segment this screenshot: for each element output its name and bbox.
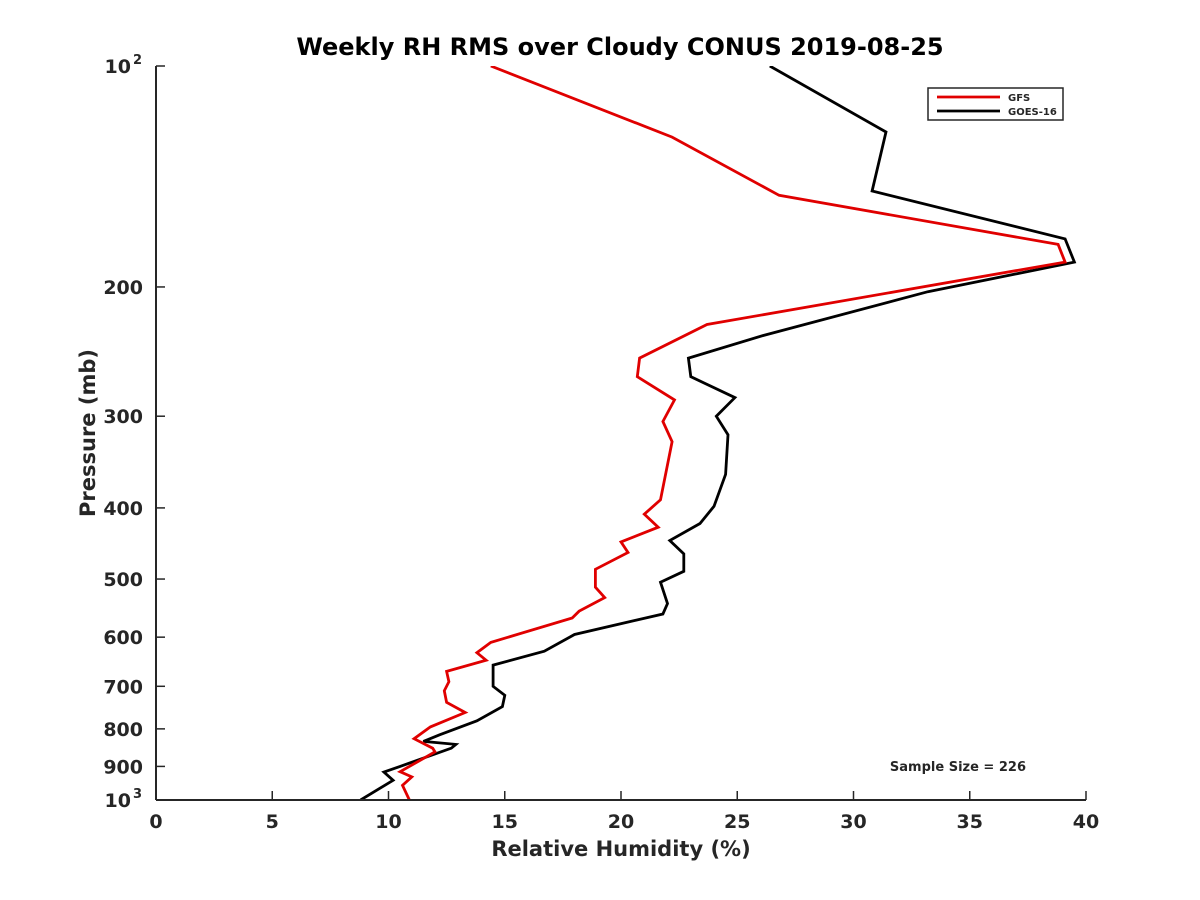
y-tick-label-exponent: 3	[133, 787, 142, 802]
y-tick-label: 400	[103, 498, 143, 520]
y-tick-label: 700	[103, 676, 143, 698]
series-layer	[359, 66, 1077, 800]
y-axis-label: Pressure (mb)	[76, 349, 100, 517]
y-tick-label: 10 2	[105, 53, 143, 78]
y-tick-label-exponent: 2	[133, 53, 142, 68]
series-line-goes-16	[359, 66, 1077, 800]
y-tick-label: 800	[103, 719, 143, 741]
y-tick-label: 200	[103, 277, 143, 299]
legend-label: GOES-16	[1008, 107, 1057, 118]
sample-size-annotation: Sample Size = 226	[890, 760, 1026, 775]
legend: GFS GOES-16	[927, 87, 1064, 121]
y-tick-label: 600	[103, 627, 143, 649]
x-tick-label: 25	[724, 811, 750, 833]
y-tick-label: 500	[103, 569, 143, 591]
y-tick-label: 10 3	[105, 787, 143, 812]
legend-label: GFS	[1008, 93, 1030, 104]
x-axis-label: Relative Humidity (%)	[491, 837, 750, 861]
x-tick-label: 15	[492, 811, 518, 833]
x-tick-label: 0	[149, 811, 162, 833]
x-tick-label: 35	[957, 811, 983, 833]
chart-title: Weekly RH RMS over Cloudy CONUS 2019-08-…	[296, 33, 943, 61]
x-axis: 0 5 10 15 20 25 30 35 40	[149, 791, 1099, 833]
series-line-gfs	[396, 66, 1068, 800]
y-tick-label: 900	[103, 756, 143, 778]
x-tick-label: 20	[608, 811, 634, 833]
legend-box	[927, 87, 1064, 121]
plot-area	[156, 66, 1086, 800]
x-tick-label: 40	[1073, 811, 1099, 833]
y-tick-label-base: 10	[105, 56, 131, 78]
x-tick-label: 10	[375, 811, 401, 833]
y-tick-label: 300	[103, 406, 143, 428]
x-tick-label: 5	[266, 811, 279, 833]
x-tick-label: 30	[840, 811, 866, 833]
y-tick-label-base: 10	[105, 790, 131, 812]
